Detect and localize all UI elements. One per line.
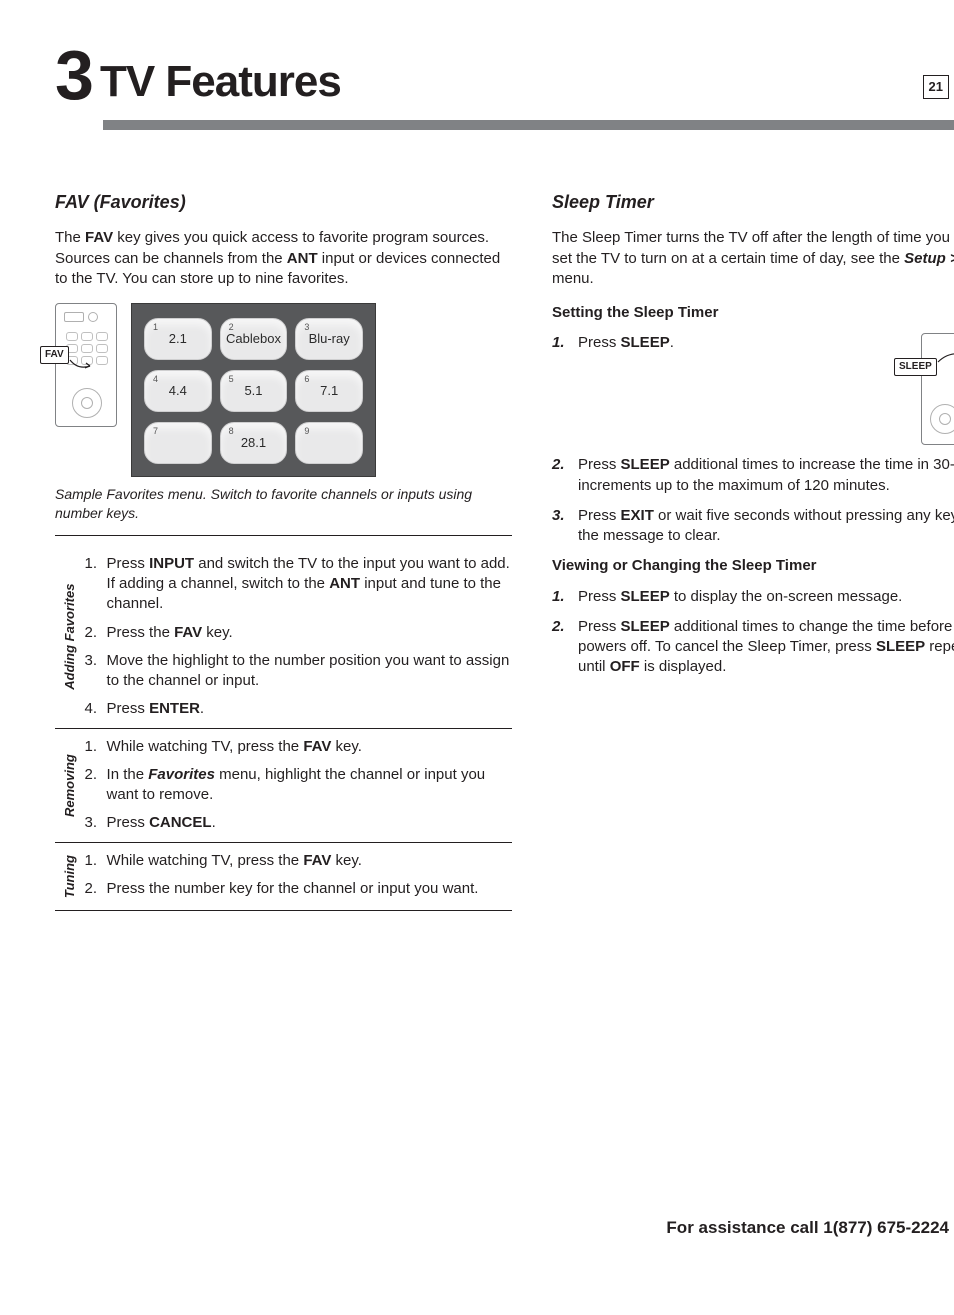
step-number: 1. xyxy=(85,737,107,757)
chapter-rule xyxy=(103,120,954,130)
step-number: 1. xyxy=(552,587,578,607)
step-text: Press SLEEP to display the on-screen mes… xyxy=(578,587,954,607)
step-number: 1. xyxy=(85,851,107,871)
step-text: Press SLEEP. xyxy=(578,333,674,353)
step-number: 2. xyxy=(85,765,107,806)
step-text: Press SLEEP additional times to change t… xyxy=(578,617,954,678)
step-number: 3. xyxy=(552,506,578,547)
step-number: 1. xyxy=(552,333,578,445)
step-number: 4. xyxy=(85,699,107,719)
fav-cell: 3Blu-ray xyxy=(295,318,363,360)
procedure-steps: 1.While watching TV, press the FAV key.2… xyxy=(79,851,512,902)
step-number: 2. xyxy=(552,455,578,496)
fav-cell: 9 xyxy=(295,422,363,464)
sleep-remote-diagram: SLEEP xyxy=(921,333,954,445)
sleep-view-steps: 1.Press SLEEP to display the on-screen m… xyxy=(552,587,954,678)
fav-caption: Sample Favorites menu. Switch to favorit… xyxy=(55,485,512,523)
procedure-block: Adding Favorites1.Press INPUT and switch… xyxy=(55,546,512,729)
fav-intro: The FAV key gives you quick access to fa… xyxy=(55,228,512,289)
fav-cell: 7 xyxy=(144,422,212,464)
procedure-label: Tuning xyxy=(55,851,79,902)
procedure-steps: 1.Press INPUT and switch the TV to the i… xyxy=(79,554,512,720)
step-number: 3. xyxy=(85,651,107,692)
sleep-view-heading: Viewing or Changing the Sleep Timer xyxy=(552,556,954,576)
step-text: Press CANCEL. xyxy=(107,813,512,833)
step-text: Press INPUT and switch the TV to the inp… xyxy=(107,554,512,615)
fav-heading: FAV (Favorites) xyxy=(55,190,512,214)
procedure-block: Removing1.While watching TV, press the F… xyxy=(55,729,512,843)
step-text: Press ENTER. xyxy=(107,699,512,719)
step-text: While watching TV, press the FAV key. xyxy=(107,737,512,757)
favorites-grid: 12.12Cablebox3Blu-ray 44.455.167.1 7828.19 xyxy=(131,303,376,477)
sleep-arrow-icon xyxy=(936,348,954,366)
procedure-label: Adding Favorites xyxy=(55,554,79,720)
fav-key-label: FAV xyxy=(40,346,69,364)
procedure-steps: 1.While watching TV, press the FAV key.2… xyxy=(79,737,512,834)
fav-cell: 67.1 xyxy=(295,370,363,412)
step-text: Press the number key for the channel or … xyxy=(107,879,512,899)
fav-cell: 828.1 xyxy=(220,422,288,464)
fav-arrow-icon xyxy=(68,358,94,372)
fav-cell: 12.1 xyxy=(144,318,212,360)
sleep-heading: Sleep Timer xyxy=(552,190,954,214)
step-number: 2. xyxy=(552,617,578,678)
step-number: 3. xyxy=(85,813,107,833)
step-number: 1. xyxy=(85,554,107,615)
sleep-set-heading: Setting the Sleep Timer xyxy=(552,303,954,323)
fav-cell: 2Cablebox xyxy=(220,318,288,360)
separator xyxy=(55,535,512,536)
sleep-set-steps: 1. Press SLEEP. SLEEP xyxy=(552,333,954,546)
footer-assistance: For assistance call 1(877) 675-2224 xyxy=(666,1217,949,1240)
fav-cell: 55.1 xyxy=(220,370,288,412)
step-text: Press the FAV key. xyxy=(107,623,512,643)
chapter-header: 3 TV Features xyxy=(55,40,954,110)
step-text: Press EXIT or wait five seconds without … xyxy=(578,506,954,547)
sleep-key-label: SLEEP xyxy=(894,358,937,376)
left-column: FAV (Favorites) The FAV key gives you qu… xyxy=(55,190,512,911)
remote-diagram: FAV xyxy=(55,303,117,427)
step-text: Press SLEEP additional times to increase… xyxy=(578,455,954,496)
step-text: Move the highlight to the number positio… xyxy=(107,651,512,692)
sleep-intro: The Sleep Timer turns the TV off after t… xyxy=(552,228,954,289)
right-column: Sleep Timer The Sleep Timer turns the TV… xyxy=(552,190,954,911)
procedure-block: Tuning1.While watching TV, press the FAV… xyxy=(55,843,512,911)
step-number: 2. xyxy=(85,879,107,899)
chapter-title: TV Features xyxy=(100,60,341,104)
page-number: 21 xyxy=(923,75,949,99)
step-number: 2. xyxy=(85,623,107,643)
procedure-label: Removing xyxy=(55,737,79,834)
fav-cell: 44.4 xyxy=(144,370,212,412)
step-text: In the Favorites menu, highlight the cha… xyxy=(107,765,512,806)
chapter-number: 3 xyxy=(55,40,92,110)
step-text: While watching TV, press the FAV key. xyxy=(107,851,512,871)
fav-figure: FAV 12.12Cablebox3Blu-ray 44.455.167.1 782… xyxy=(55,303,512,477)
